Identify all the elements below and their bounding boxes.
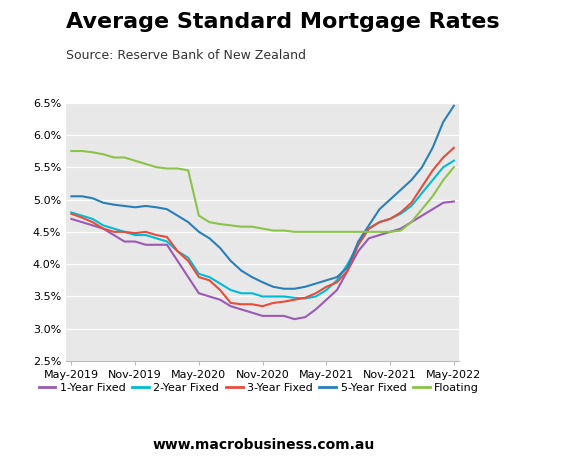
Text: BUSINESS: BUSINESS: [476, 60, 554, 74]
Legend: 1-Year Fixed, 2-Year Fixed, 3-Year Fixed, 5-Year Fixed, Floating: 1-Year Fixed, 2-Year Fixed, 3-Year Fixed…: [34, 379, 483, 397]
Text: www.macrobusiness.com.au: www.macrobusiness.com.au: [153, 438, 375, 452]
Text: Source: Reserve Bank of New Zealand: Source: Reserve Bank of New Zealand: [66, 49, 306, 62]
Text: Average Standard Mortgage Rates: Average Standard Mortgage Rates: [66, 12, 499, 32]
Text: MACRO: MACRO: [487, 29, 544, 43]
